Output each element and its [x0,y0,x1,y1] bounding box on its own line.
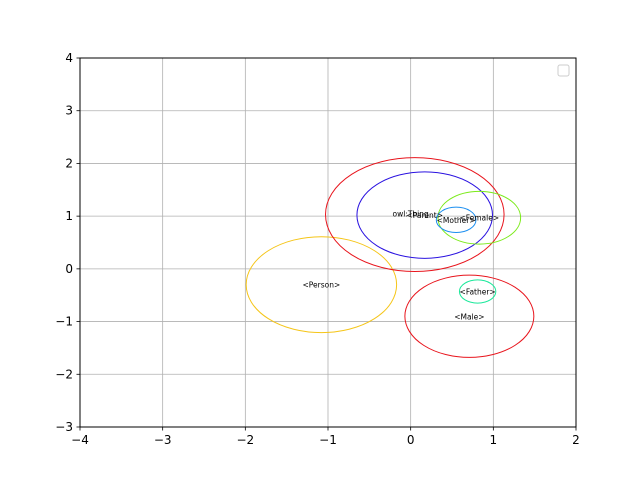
x-tick-label: 0 [407,433,415,447]
x-tick-label: −1 [319,433,337,447]
x-tick-label: 1 [490,433,498,447]
ellipse-label: owl:Thing [393,210,430,219]
ellipse-label: <Person> [302,281,340,290]
class-ellipse [458,279,497,304]
y-tick-label: 1 [65,209,73,223]
class-ellipse [404,274,535,358]
class-ellipse [245,236,398,334]
y-tick-label: 4 [65,51,73,65]
label-layer: <Person> <Parent>owl:Thing <Female><Mother… [302,210,499,322]
legend-box [557,64,570,77]
x-tick-label: −4 [71,433,89,447]
class-ellipse [356,171,494,259]
class-ellipse [435,206,477,233]
class-ellipse [437,190,522,245]
ellipse-label: <Father> [460,288,496,297]
ellipse-label: <Parent> [406,211,443,220]
ellipse-label: <Mother> [437,216,476,225]
y-tick-label: −2 [55,367,73,381]
x-tick-label: −2 [236,433,254,447]
ellipse-layer [245,157,535,358]
y-tick-label: −3 [55,420,73,434]
x-tick-label: 2 [572,433,580,447]
ellipse-label: <Male> [454,312,484,321]
y-tick-label: 2 [65,156,73,170]
class-ellipse [325,157,505,272]
y-tick-label: 0 [65,262,73,276]
ellipse-label: <Female> [459,214,499,223]
x-tick-label: −3 [154,433,172,447]
y-tick-label: 3 [65,104,73,118]
y-tick-label: −1 [55,315,73,329]
